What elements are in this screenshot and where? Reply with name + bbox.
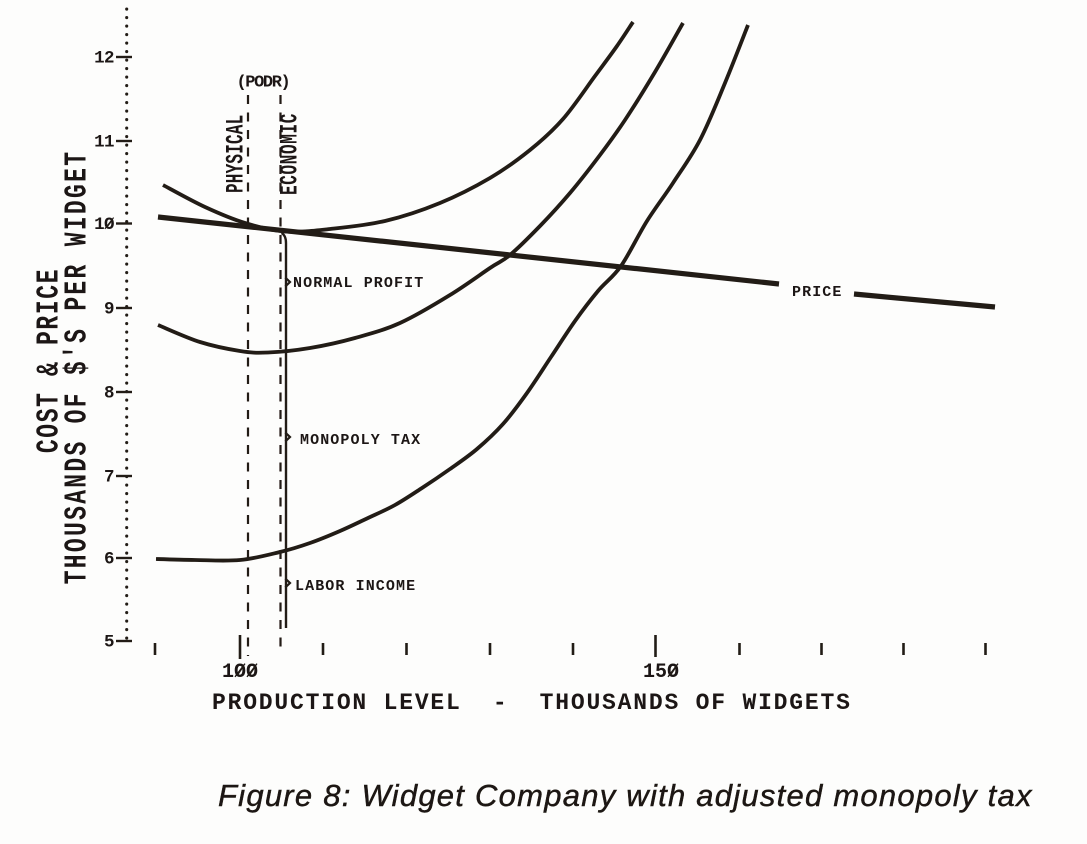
svg-text:8: 8 (104, 384, 114, 404)
svg-text:1Ø: 1Ø (94, 215, 115, 235)
svg-text:MONOPOLY TAX: MONOPOLY TAX (300, 432, 421, 449)
svg-text:PHYSICAL: PHYSICAL (223, 115, 250, 193)
svg-text:LABOR INCOME: LABOR INCOME (295, 578, 416, 595)
svg-text:PRICE: PRICE (792, 284, 843, 301)
svg-text:(PODR): (PODR) (237, 74, 290, 93)
svg-text:9: 9 (104, 300, 114, 320)
svg-text:NORMAL PROFIT: NORMAL PROFIT (293, 275, 424, 292)
svg-text:6: 6 (104, 550, 114, 570)
svg-text:PRODUCTION LEVEL - THOUSANDS: PRODUCTION LEVEL - THOUSANDS OF WIDGETS (212, 690, 852, 716)
svg-text:ECONOMIC: ECONOMIC (277, 113, 304, 195)
svg-text:Figure 8: Widget Company with: Figure 8: Widget Company with adjusted m… (218, 778, 1033, 813)
svg-text:5: 5 (104, 633, 114, 653)
svg-text:11: 11 (94, 133, 114, 153)
svg-text:1ØØ: 1ØØ (222, 661, 258, 684)
svg-text:7: 7 (104, 468, 114, 488)
svg-text:COST & PRICE: COST & PRICE (32, 268, 67, 453)
svg-text:12: 12 (94, 49, 114, 69)
svg-text:15Ø: 15Ø (643, 661, 679, 684)
svg-text:THOUSANDS OF $'S PER WIDGET: THOUSANDS OF $'S PER WIDGET (60, 150, 95, 585)
